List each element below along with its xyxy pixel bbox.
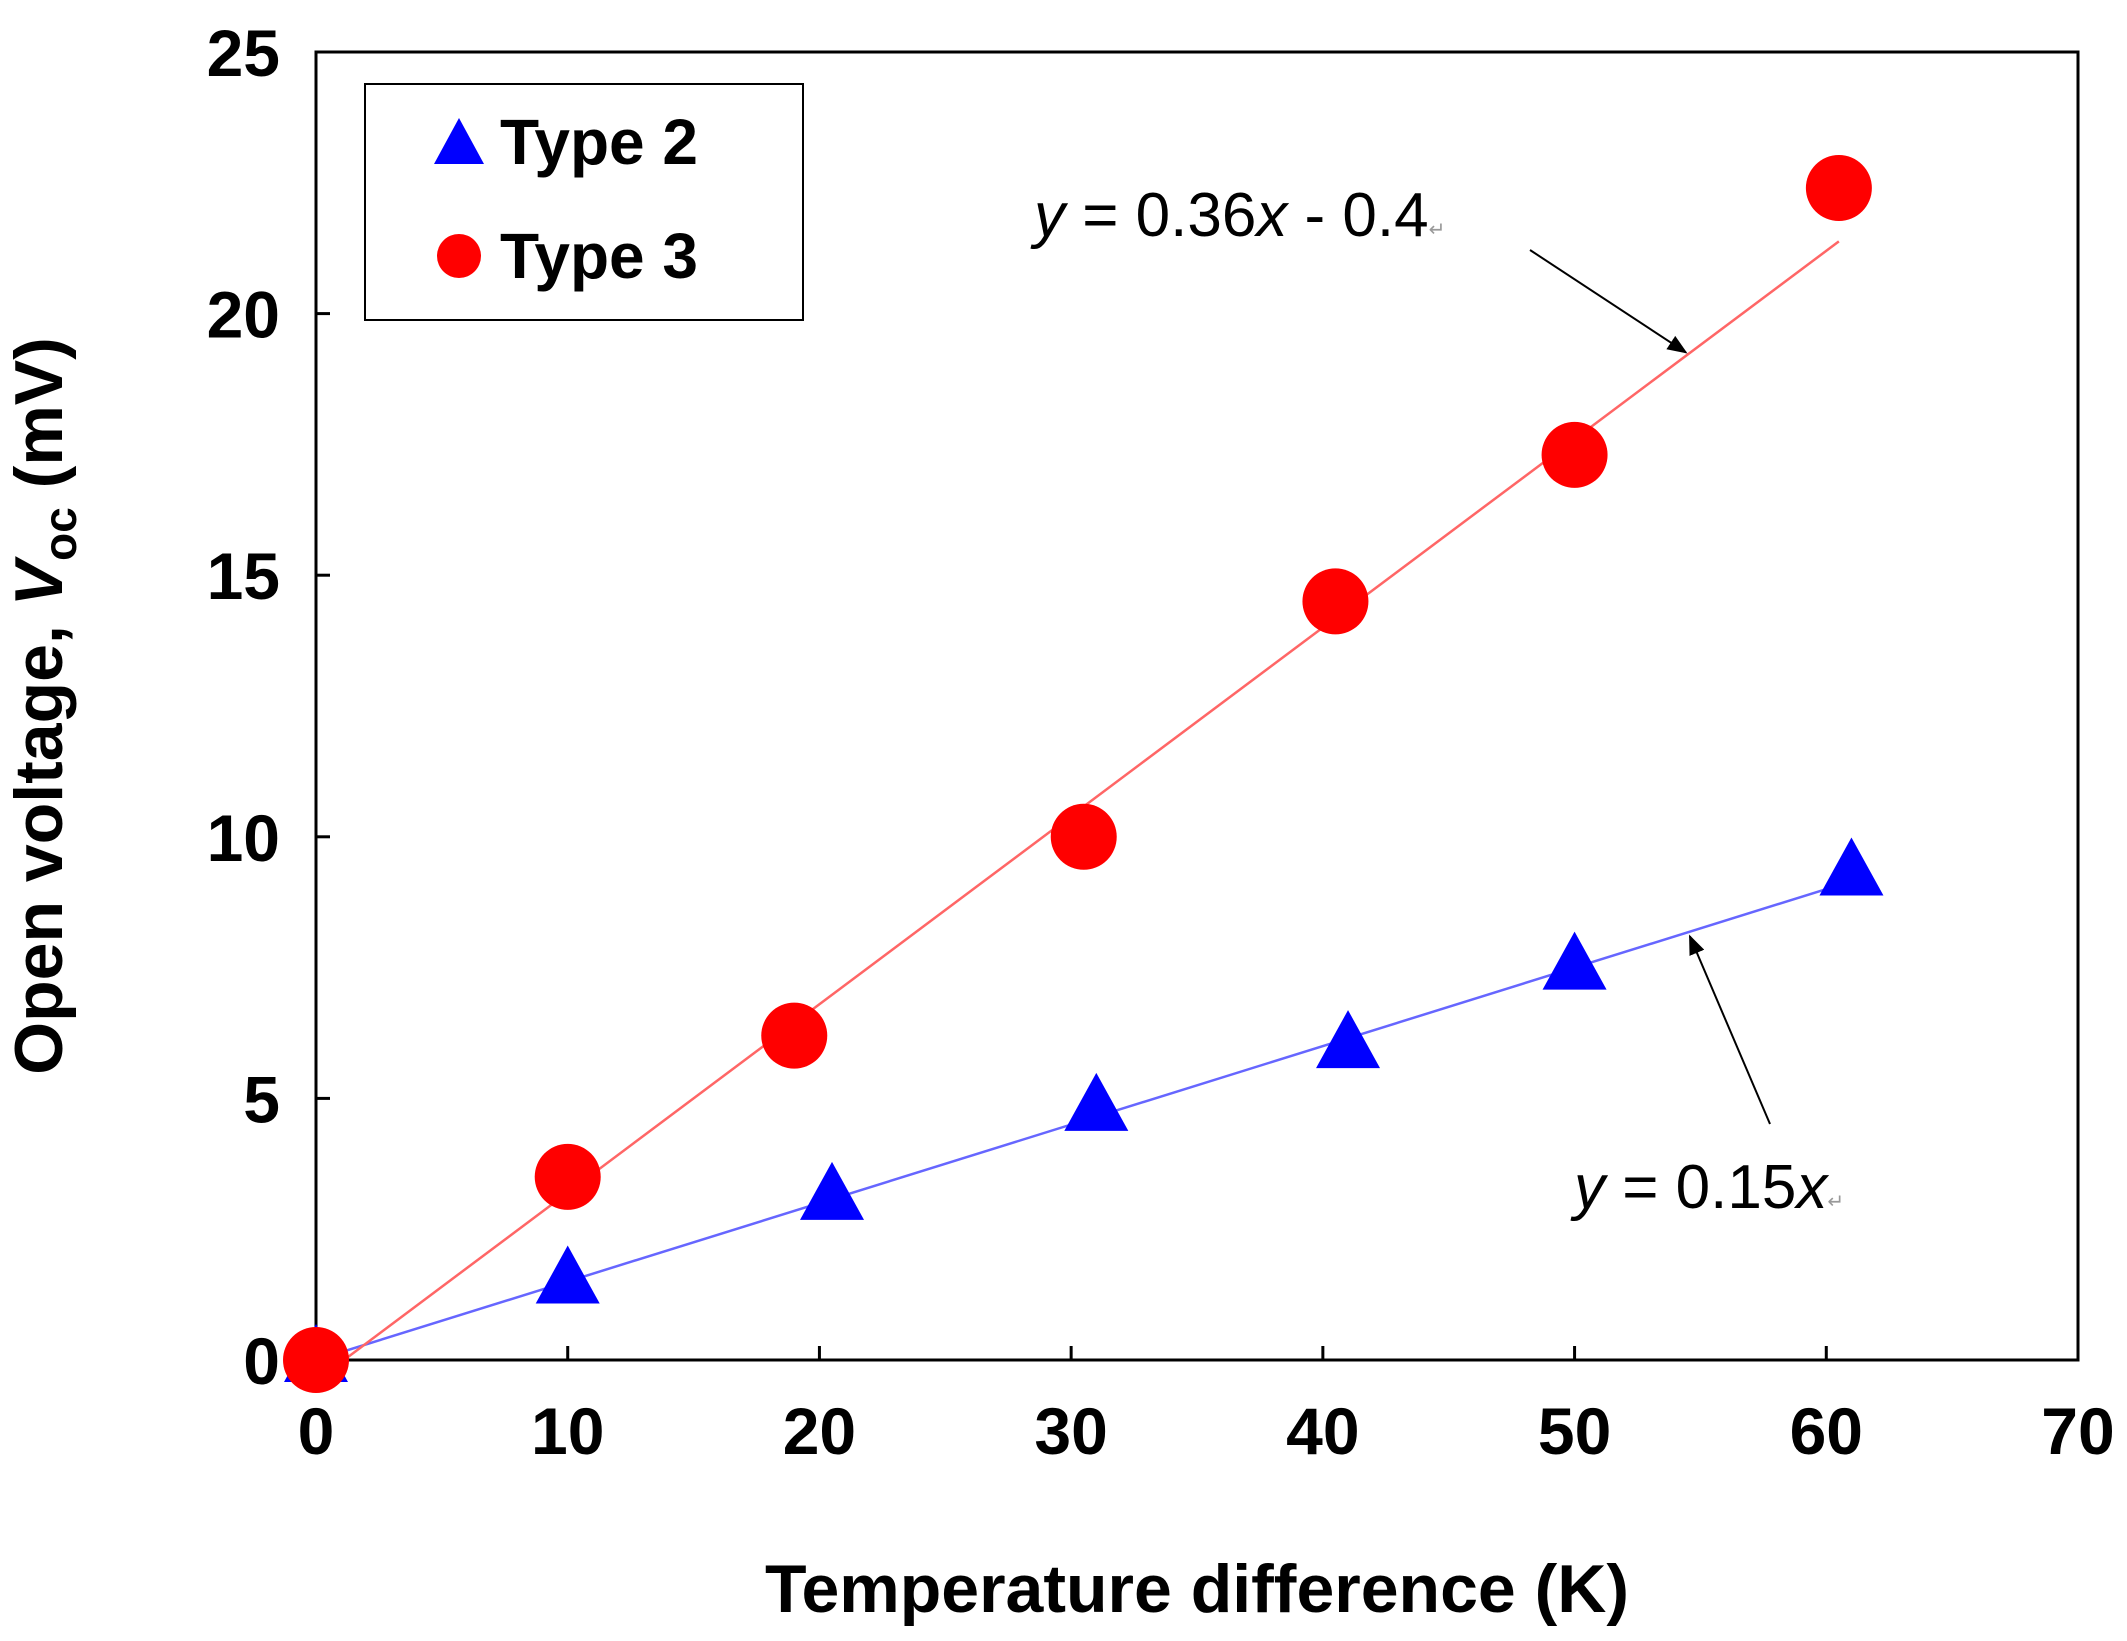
legend-marker-type-3 bbox=[437, 234, 481, 278]
legend-marker-type-2 bbox=[434, 118, 484, 164]
fit-equation-type-3: y = 0.36x - 0.4↵ bbox=[1030, 181, 1445, 250]
fit-equation-type-2: y = 0.15x↵ bbox=[1570, 1153, 1844, 1222]
fit-equation-type-3-tail: - 0.4 bbox=[1287, 181, 1428, 250]
x-tick-label: 60 bbox=[1790, 1394, 1863, 1468]
y-axis-title-suffix: (mV) bbox=[1, 337, 77, 507]
legend-label-type-2: Type 2 bbox=[500, 106, 698, 178]
fit-equation-type-2-coef: = 0.15 bbox=[1605, 1153, 1796, 1222]
fit-equation-type-2-x: x bbox=[1793, 1153, 1829, 1222]
y-tick-label: 25 bbox=[207, 16, 280, 90]
y-axis-title-symbol: V bbox=[1, 555, 77, 606]
y-tick-label: 20 bbox=[207, 278, 280, 352]
x-tick-label: 50 bbox=[1538, 1394, 1611, 1468]
annotation-arrow-type-2 bbox=[1688, 934, 1771, 1125]
y-tick-label: 15 bbox=[207, 539, 280, 613]
y-axis-title-subscript: oc bbox=[34, 507, 86, 561]
y-axis-ticks: 0 5 10 15 20 25 bbox=[207, 16, 330, 1398]
data-point-type-3 bbox=[761, 1002, 828, 1069]
x-tick-label: 10 bbox=[531, 1394, 604, 1468]
data-point-type-3 bbox=[1541, 421, 1608, 488]
data-point-type-3 bbox=[534, 1143, 601, 1210]
data-point-type-3 bbox=[1302, 568, 1369, 635]
x-tick-label: 30 bbox=[1034, 1394, 1107, 1468]
fit-equation-type-3-x: x bbox=[1253, 181, 1289, 250]
y-tick-label: 5 bbox=[243, 1062, 280, 1136]
data-point-type-2 bbox=[535, 1245, 600, 1304]
annotation-arrows bbox=[1529, 249, 1771, 1125]
legend-label-type-3: Type 3 bbox=[500, 220, 698, 292]
y-axis-title-prefix: Open voltage, bbox=[1, 606, 77, 1075]
legend: Type 2 Type 3 bbox=[364, 83, 804, 321]
return-mark-icon: ↵ bbox=[1827, 1191, 1844, 1213]
fit-equation-type-3-coef: = 0.36 bbox=[1065, 181, 1256, 250]
data-point-type-2 bbox=[1542, 931, 1607, 990]
x-tick-label: 70 bbox=[2041, 1394, 2114, 1468]
data-point-type-2 bbox=[800, 1161, 865, 1220]
fit-equation-type-3-y: y bbox=[1030, 181, 1069, 250]
data-point-type-3 bbox=[1050, 803, 1117, 870]
data-point-type-3 bbox=[1805, 155, 1872, 222]
x-axis-title: Temperature difference (K) bbox=[765, 1551, 1629, 1627]
data-point-type-3 bbox=[283, 1327, 349, 1393]
annotation-arrow-type-3 bbox=[1529, 249, 1688, 354]
data-points bbox=[283, 155, 1884, 1393]
y-tick-label: 10 bbox=[207, 801, 280, 875]
x-tick-label: 0 bbox=[298, 1394, 335, 1468]
x-tick-label: 20 bbox=[783, 1394, 856, 1468]
return-mark-icon: ↵ bbox=[1429, 219, 1446, 241]
x-axis-ticks: 0 10 20 30 40 50 60 70 bbox=[298, 1346, 2115, 1468]
data-point-type-2 bbox=[1819, 837, 1884, 896]
y-axis-title: Open voltage, Voc (mV) bbox=[1, 337, 86, 1075]
x-tick-label: 40 bbox=[1286, 1394, 1359, 1468]
legend-box bbox=[364, 83, 804, 321]
y-tick-label: 0 bbox=[243, 1324, 280, 1398]
data-point-type-2 bbox=[1316, 1010, 1381, 1069]
fit-equation-type-2-y: y bbox=[1570, 1153, 1609, 1222]
data-point-type-2 bbox=[1064, 1072, 1129, 1131]
